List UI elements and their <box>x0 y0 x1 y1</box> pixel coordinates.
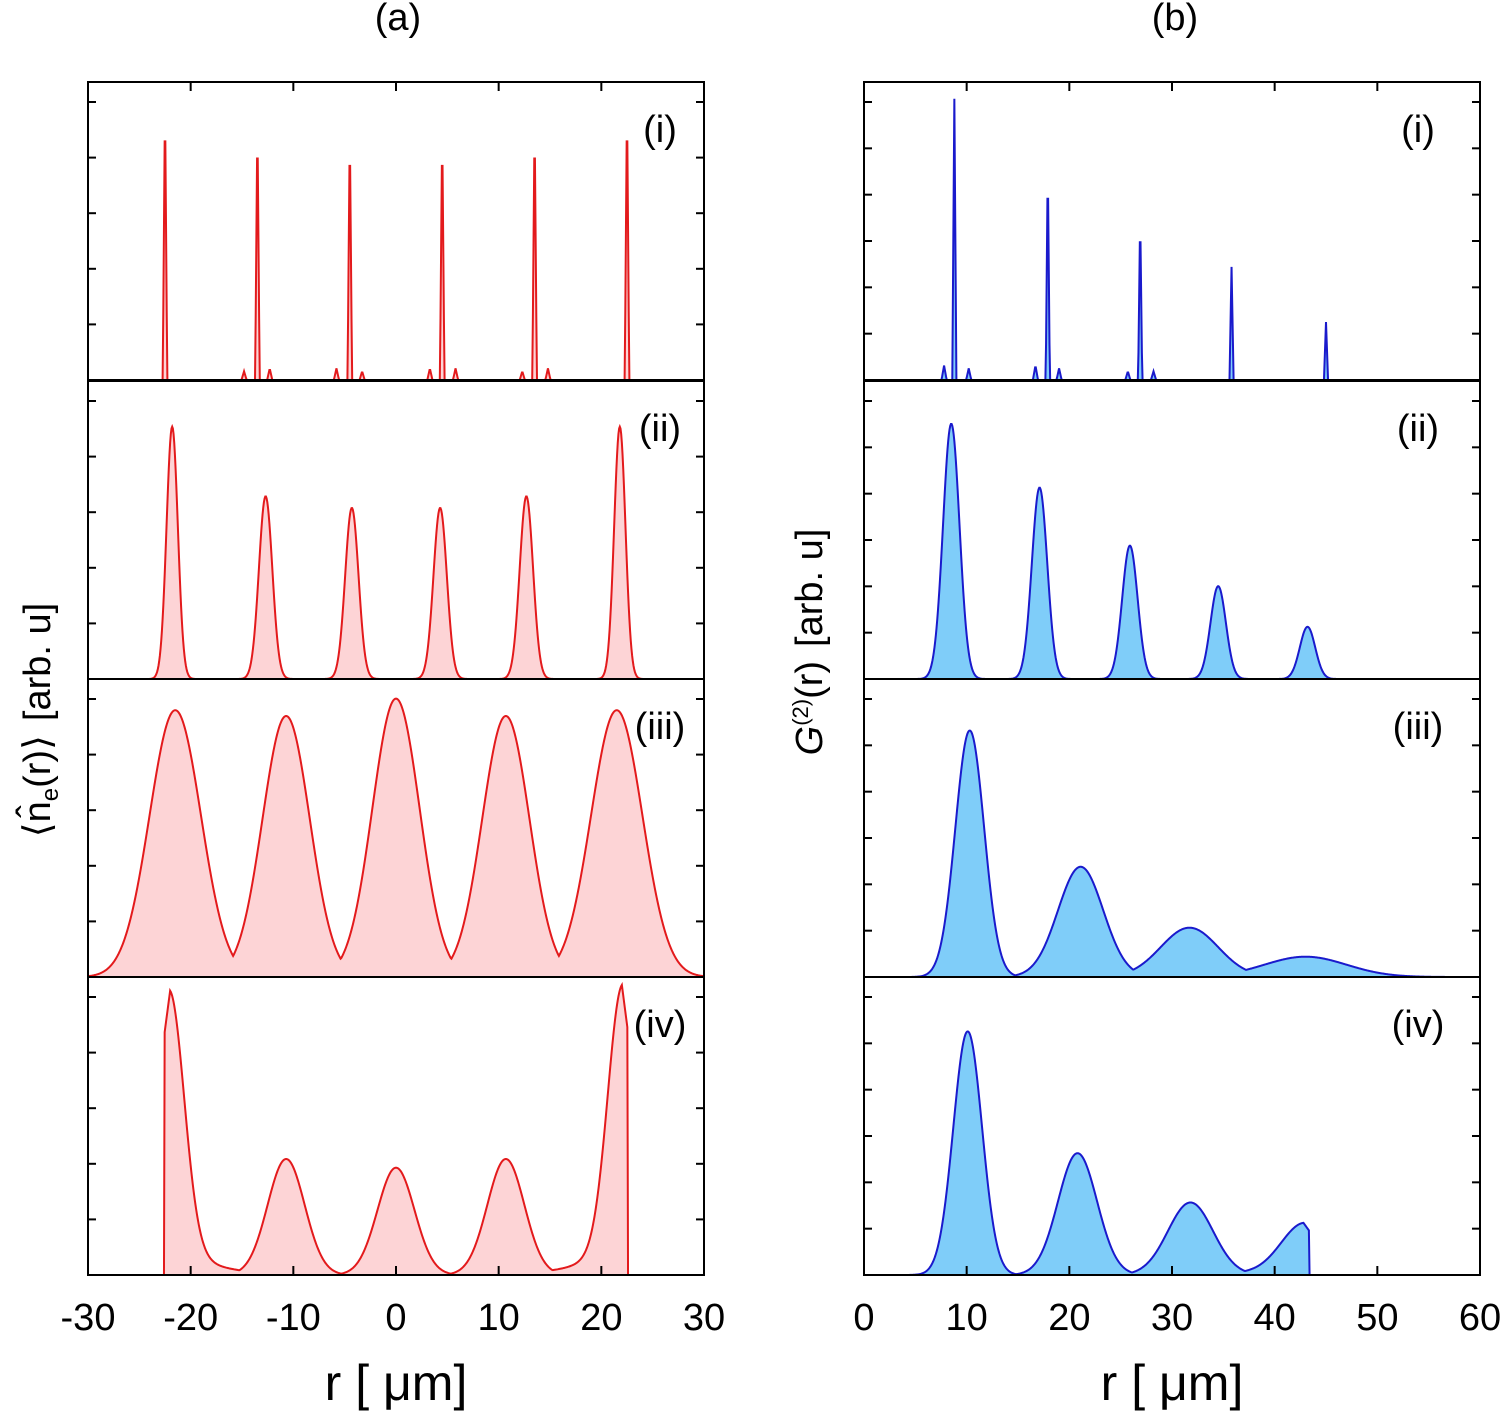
x-tick-label: 60 <box>1459 1297 1500 1339</box>
figure-label-a: (a) <box>375 0 421 39</box>
ylabel-bracket-close: ⟩ <box>17 735 59 750</box>
panel-label-a-4: (iv) <box>634 1004 687 1046</box>
left-y-axis-label: ⟨n̂e(r)⟩ [arb. u] <box>15 603 64 837</box>
chart-a: (i) (ii) (iii) (iv) -30 -20 -10 0 10 20 30 r [ μm] <box>61 81 725 1411</box>
x-tick-label: -20 <box>163 1297 218 1339</box>
ylabel-G: G <box>789 726 831 756</box>
x-tick-label: 20 <box>1048 1297 1090 1339</box>
x-tick-label: 10 <box>946 1297 988 1339</box>
ylabel-n: n̂ <box>15 801 59 822</box>
right-y-axis-label: G(2)(r) [arb. u] <box>788 529 831 756</box>
area-fill-b-3 <box>864 730 1480 977</box>
area-fill-a-4 <box>88 985 704 1275</box>
x-tick-label: 0 <box>853 1297 874 1339</box>
area-fill-a-2 <box>88 426 704 679</box>
series-line-b-3 <box>864 729 1480 978</box>
area-fill-a-1 <box>88 141 704 380</box>
x-axis-label: r [ μm] <box>325 1355 468 1411</box>
ylabel-sub: e <box>37 788 64 801</box>
ylabel-units: [arb. u] <box>17 603 59 721</box>
x-tick-label: 30 <box>1151 1297 1193 1339</box>
panel-label-a-2: (ii) <box>639 408 681 450</box>
panel-label-a-1: (i) <box>643 109 677 151</box>
x-tick-label: -10 <box>266 1297 321 1339</box>
x-tick-label: 50 <box>1356 1297 1398 1339</box>
x-tick-label: 30 <box>683 1297 725 1339</box>
series-line-b-1 <box>864 98 1480 381</box>
x-tick-label: 40 <box>1254 1297 1296 1339</box>
panel-label-b-1: (i) <box>1401 109 1435 151</box>
x-axis-label: r [ μm] <box>1101 1355 1244 1411</box>
x-tick-label: 0 <box>385 1297 406 1339</box>
ylabel-arg: (r) <box>17 750 59 788</box>
panel-label-a-3: (iii) <box>635 706 686 748</box>
ylabel-bracket-open: ⟨ <box>17 822 59 837</box>
chart-b: (i) (ii) (iii) (iv) 0 10 20 30 40 50 60 r [ μm] <box>853 81 1500 1411</box>
ylabel-sup: (2) <box>788 699 813 726</box>
area-fill-b-4 <box>864 1031 1480 1275</box>
ylabel-arg: (r) <box>789 661 831 699</box>
series-line-a-3 <box>87 697 705 978</box>
series-line-a-4 <box>88 981 704 1276</box>
x-tick-label: 10 <box>478 1297 520 1339</box>
x-tick-label: 20 <box>580 1297 622 1339</box>
panel-frame-a-1 <box>87 81 705 381</box>
series-line-a-1 <box>88 140 704 381</box>
panel-label-b-4: (iv) <box>1392 1004 1445 1046</box>
panel-label-b-3: (iii) <box>1393 706 1444 748</box>
x-tick-label: -30 <box>61 1297 116 1339</box>
ylabel-units: [arb. u] <box>789 529 831 647</box>
figure-label-b: (b) <box>1152 0 1198 39</box>
area-fill-a-3 <box>88 698 704 977</box>
panel-label-b-2: (ii) <box>1397 408 1439 450</box>
